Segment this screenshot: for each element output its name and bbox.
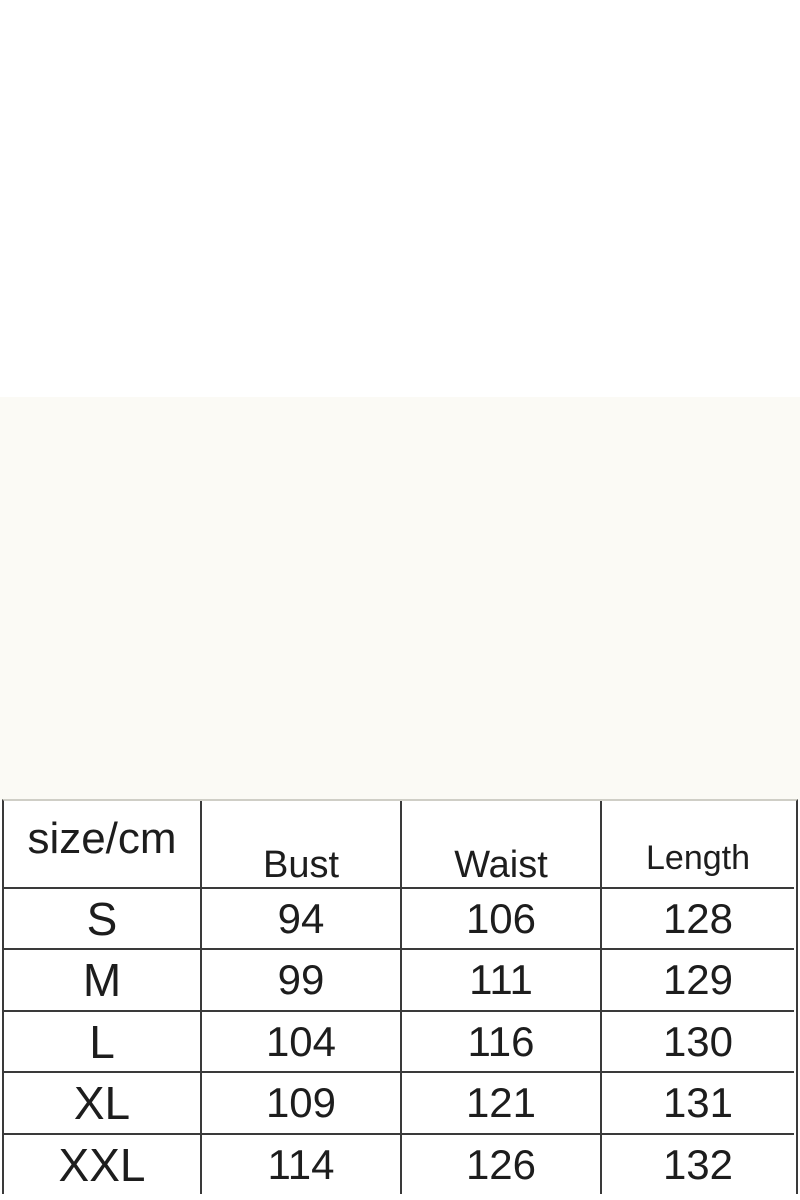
length-cell: 131	[602, 1073, 794, 1135]
size-cell: XXL	[4, 1135, 202, 1194]
waist-cell: 121	[402, 1073, 602, 1135]
waist-cell: 126	[402, 1135, 602, 1194]
table-row-xxl: XXL 114 126 132	[4, 1135, 796, 1194]
header-cell-bust: Bust	[202, 801, 402, 889]
bust-cell: 114	[202, 1135, 402, 1194]
table-row-l: L 104 116 130	[4, 1012, 796, 1073]
size-chart-table: size/cm Bust Waist Length S 94 106 128 M…	[2, 799, 798, 1194]
length-cell: 130	[602, 1012, 794, 1073]
table-header-row: size/cm Bust Waist Length	[4, 801, 796, 889]
size-cell: M	[4, 950, 202, 1012]
length-cell: 129	[602, 950, 794, 1012]
table-row-xl: XL 109 121 131	[4, 1073, 796, 1135]
length-cell: 132	[662, 1140, 734, 1188]
size-cell: L	[4, 1012, 202, 1073]
waist-cell: 116	[402, 1012, 602, 1073]
waist-cell: 111	[402, 950, 602, 1012]
bust-cell: 94	[202, 889, 402, 950]
header-cell-size-cm: size/cm	[4, 801, 202, 889]
bust-cell: 104	[202, 1012, 402, 1073]
bust-cell: 109	[202, 1073, 402, 1135]
length-cell: 128	[602, 889, 794, 950]
header-cell-length: Length	[602, 801, 794, 889]
size-cell: XL	[4, 1073, 202, 1135]
size-chart-photo-band: size/cm Bust Waist Length S 94 106 128 M…	[0, 397, 800, 1194]
table-row-m: M 99 111 129	[4, 950, 796, 1012]
size-cell: S	[4, 889, 202, 950]
bust-cell: 99	[202, 950, 402, 1012]
table-row-s: S 94 106 128	[4, 889, 796, 950]
header-cell-waist: Waist	[402, 801, 602, 889]
waist-cell: 106	[402, 889, 602, 950]
